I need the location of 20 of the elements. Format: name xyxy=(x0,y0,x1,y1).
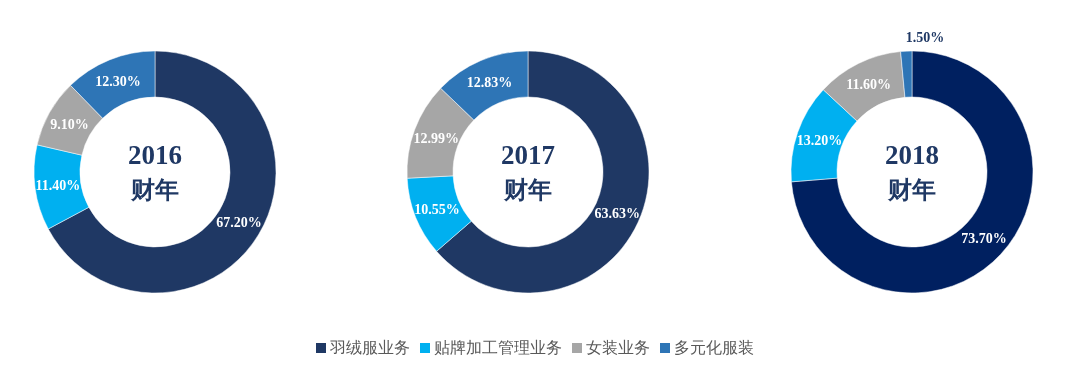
legend-label: 女装业务 xyxy=(586,338,650,357)
data-label: 11.40% xyxy=(35,177,81,193)
data-label: 12.30% xyxy=(95,74,141,90)
text: 2017 财年 xyxy=(501,140,555,203)
data-label: 63.63% xyxy=(594,205,640,221)
legend-label: 贴牌加工管理业务 xyxy=(434,338,562,357)
data-label: 73.70% xyxy=(961,231,1007,247)
data-label: 10.55% xyxy=(414,201,460,217)
data-label: 67.20% xyxy=(216,215,262,231)
data-label: 9.10% xyxy=(50,116,89,132)
data-label: 13.20% xyxy=(796,132,843,148)
text: 2016 财年 xyxy=(128,140,182,203)
text: 2018 财年 xyxy=(885,140,939,203)
data-label: 12.83% xyxy=(466,74,513,90)
data-label: 12.99% xyxy=(413,130,459,146)
donut-slice xyxy=(791,50,1034,294)
legend-label: 羽绒服业务 xyxy=(329,338,410,357)
legend-label: 多元化服装 xyxy=(674,338,754,357)
data-label: 1.50% xyxy=(905,30,945,46)
data-label: 11.60% xyxy=(846,77,891,93)
